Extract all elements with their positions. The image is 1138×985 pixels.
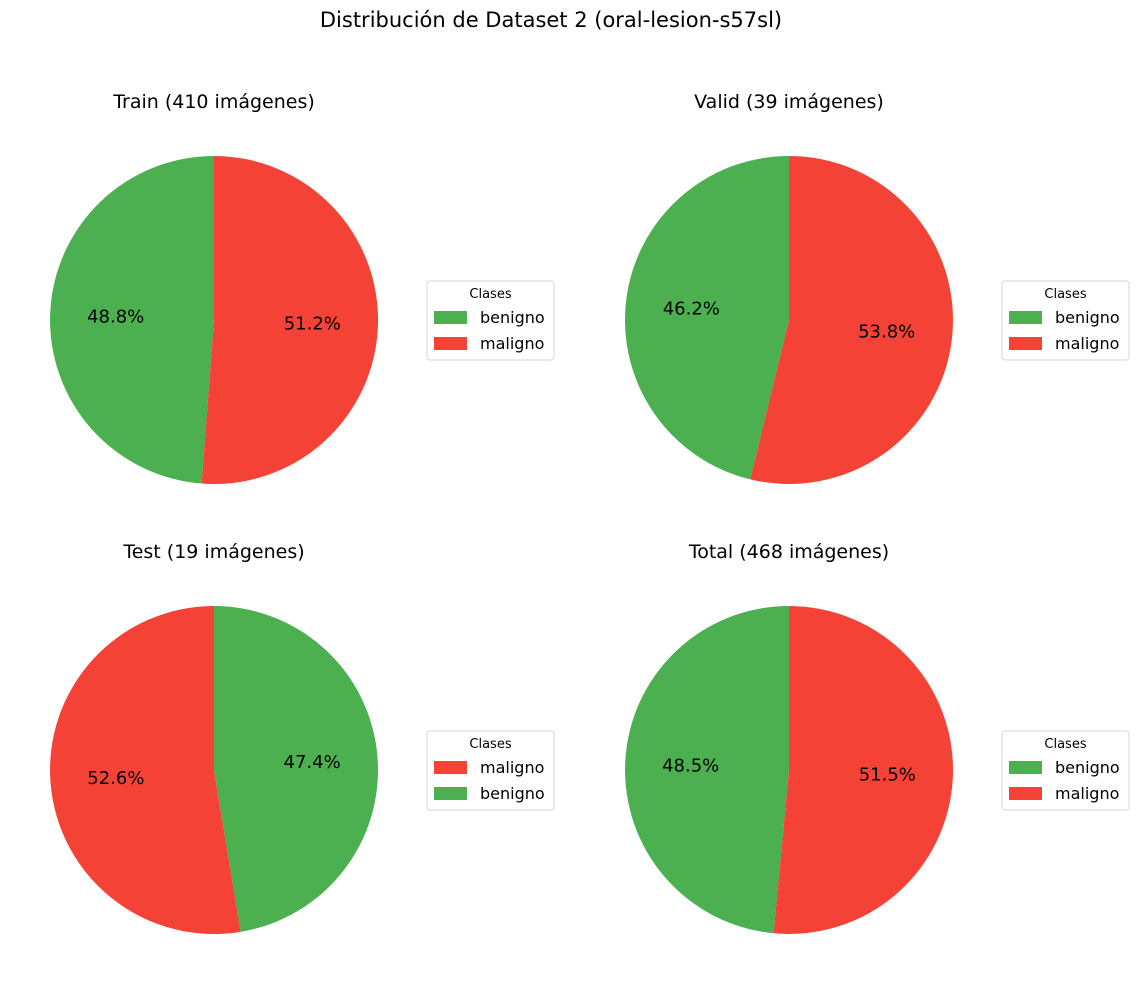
legend-swatch-maligno: [434, 761, 467, 774]
pie-title: Test (19 imágenes): [122, 541, 304, 563]
pie-slice-maligno: [201, 155, 379, 485]
legend-entry-label: maligno: [480, 758, 544, 777]
legend-entry-label: benigno: [1055, 308, 1120, 327]
pie-panel: Total (468 imágenes) 48.5% 51.5% Clases beni…: [625, 541, 1130, 934]
pie-percent-label: 48.8%: [87, 306, 144, 327]
legend-title: Clases: [1044, 737, 1086, 752]
legend-entry-label: maligno: [1055, 784, 1119, 803]
legend-swatch-benigno: [1009, 761, 1042, 774]
pie-percent-label: 47.4%: [284, 752, 341, 773]
pie-slice-benigno: [214, 606, 379, 932]
legend-entry-label: maligno: [1055, 334, 1119, 353]
figure-suptitle: Distribución de Dataset 2 (oral-lesion-s…: [320, 8, 782, 32]
pie-legend: Clases benigno maligno: [426, 280, 555, 361]
pie-percent-label: 46.2%: [663, 298, 720, 319]
legend-entry-label: benigno: [480, 308, 545, 327]
pie-title: Valid (39 imágenes): [694, 91, 884, 113]
pie-slice-maligno: [773, 606, 954, 934]
legend-title: Clases: [469, 287, 511, 302]
pie-panel: Train (410 imágenes) 48.8% 51.2% Clases beni…: [50, 91, 555, 485]
pie-panels: Train (410 imágenes) 48.8% 51.2% Clases beni…: [50, 91, 1130, 934]
pie-panel: Test (19 imágenes) 52.6% 47.4% Clases malign…: [50, 541, 555, 934]
pie-slice-benigno: [50, 156, 214, 484]
legend-swatch-maligno: [434, 337, 467, 350]
pie-percent-label: 53.8%: [858, 322, 915, 343]
pie-panel: Valid (39 imágenes) 46.2% 53.8% Clases benig…: [624, 91, 1130, 484]
pie-percent-label: 52.6%: [87, 768, 144, 789]
pie-legend: Clases benigno maligno: [1001, 280, 1130, 361]
pie-slice-maligno: [50, 606, 241, 934]
legend-title: Clases: [469, 737, 511, 752]
legend-entry-label: maligno: [480, 334, 544, 353]
legend-swatch-benigno: [1009, 311, 1042, 324]
legend-entry-label: benigno: [480, 784, 545, 803]
pie-percent-label: 51.2%: [284, 314, 341, 335]
pie-slice-benigno: [624, 156, 789, 480]
legend-title: Clases: [1044, 287, 1086, 302]
pie-percent-label: 48.5%: [662, 755, 719, 776]
legend-swatch-benigno: [434, 311, 467, 324]
legend-entry-label: benigno: [1055, 758, 1120, 777]
pie-title: Train (410 imágenes): [112, 91, 315, 113]
legend-swatch-maligno: [1009, 337, 1042, 350]
pie-legend: Clases maligno benigno: [426, 730, 555, 811]
pie-percent-label: 51.5%: [859, 765, 916, 786]
pie-legend: Clases benigno maligno: [1001, 730, 1130, 811]
legend-swatch-maligno: [1009, 787, 1042, 800]
pie-title: Total (468 imágenes): [688, 541, 889, 563]
legend-swatch-benigno: [434, 787, 467, 800]
pie-slice-benigno: [625, 606, 789, 934]
pie-slice-maligno: [750, 156, 953, 484]
